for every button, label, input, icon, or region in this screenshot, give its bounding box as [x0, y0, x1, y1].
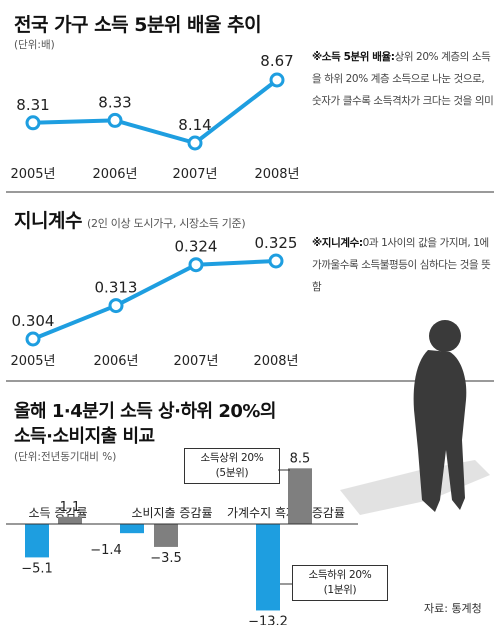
chart1-svg: 8.31 2005년 8.33 2006년 8.14 2007년 8.67 2008년	[6, 52, 494, 193]
chart3-bar	[288, 468, 312, 524]
chart2-x-tick-label: 2007년	[173, 354, 218, 369]
chart2-subtitle: (2인 이상 도시가구, 시장소득 기준)	[87, 217, 246, 230]
chart3-bar	[120, 524, 144, 534]
chart3-data-label: −5.1	[21, 561, 53, 576]
chart1-data-label: 8.31	[16, 96, 49, 114]
chart3-data-label: 1.1	[60, 500, 81, 515]
chart1-note: ※소득 5분위 배율:상위 20% 계층의 소득을 하위 20% 계층 소득으로…	[312, 46, 494, 112]
chart2-data-label: 0.313	[95, 279, 138, 297]
chart3-title-line1: 올해 1·4분기 소득 상·하위 20%의	[14, 401, 276, 422]
chart1-note-term: ※소득 5분위 배율:	[312, 51, 395, 63]
chart3-data-label: 8.5	[290, 451, 311, 466]
chart2-point	[25, 331, 41, 347]
chart3-bar	[154, 524, 178, 547]
chart2-point	[108, 298, 124, 314]
callout-top-sub: (5분위)	[215, 467, 249, 479]
chart2-data-label: 0.325	[255, 234, 298, 252]
source-credit: 자료: 통계청	[424, 602, 482, 615]
chart1-data-label: 8.67	[260, 52, 293, 70]
chart2-heading: 지니계수 (2인 이상 도시가구, 시장소득 기준)	[14, 206, 246, 233]
chart2-data-label: 0.304	[12, 312, 55, 330]
chart1-x-tick-label: 2006년	[92, 167, 137, 182]
chart2-data-label: 0.324	[175, 238, 218, 256]
chart1-x-tick-label: 2007년	[172, 167, 217, 182]
chart2-point	[188, 257, 204, 273]
man-silhouette-icon	[340, 320, 490, 515]
chart1-x-tick-label: 2008년	[254, 167, 299, 182]
callout-top-quintile: 소득상위 20% (5분위)	[184, 448, 280, 484]
chart3-bar	[58, 516, 82, 524]
chart1-point	[187, 135, 203, 151]
chart3-data-label: −13.2	[248, 614, 288, 625]
chart3-data-label: −3.5	[150, 551, 182, 566]
chart2-x-tick-label: 2008년	[253, 354, 298, 369]
callout-bottom-quintile: 소득하위 20% (1분위)	[292, 565, 388, 601]
chart1-note-text: 상위 20% 계층의 소득을 하위 20% 계층 소득으로 나눈 것으로, 숫자…	[312, 51, 494, 107]
chart2-x-tick-label: 2006년	[93, 354, 138, 369]
chart1-unit: (단위:배)	[14, 39, 55, 51]
chart3-category-label: 가계수지 흑자액 증감률	[227, 506, 345, 520]
chart1-point	[269, 72, 285, 88]
chart2-series-line	[32, 259, 277, 341]
chart1-x-tick-label: 2005년	[10, 167, 55, 182]
chart3-bar	[256, 524, 280, 611]
chart3-category-label: 소비지출 증감률	[131, 506, 212, 520]
chart2-svg: 0.304 2005년 0.313 2006년 0.324 2007년 0.325 2008년	[6, 234, 494, 382]
chart1-title: 전국 가구 소득 5분위 배율 추이	[14, 14, 262, 36]
chart3-data-label: −1.4	[90, 543, 122, 558]
chart2-title: 지니계수	[14, 210, 82, 232]
chart3-unit: (단위:전년동기대비 %)	[14, 451, 117, 463]
chart1-series-line	[32, 78, 279, 145]
callout-bottom-sub: (1분위)	[323, 584, 357, 596]
chart1-data-label: 8.33	[98, 93, 131, 111]
chart2-point	[268, 253, 284, 269]
chart2-note-text: 0과 1사이의 값을 가지며, 1에 가까울수록 소득불평등이 심하다는 것을 …	[312, 237, 491, 293]
chart1-data-label: 8.14	[178, 116, 211, 134]
chart3-category-label: 소득 증감률	[28, 506, 87, 520]
chart3-bar	[25, 524, 49, 558]
callout-bottom-label: 소득하위 20%	[308, 569, 372, 581]
chart3-title-line2: 소득·소비지출 비교	[14, 426, 155, 447]
chart2-x-tick-label: 2005년	[10, 354, 55, 369]
callout-top-label: 소득상위 20%	[200, 452, 264, 464]
chart1-point	[107, 112, 123, 128]
chart2-note-term: ※지니계수:	[312, 237, 363, 249]
chart2-note: ※지니계수:0과 1사이의 값을 가지며, 1에 가까울수록 소득불평등이 심하…	[312, 232, 494, 298]
chart1-point	[25, 115, 41, 131]
